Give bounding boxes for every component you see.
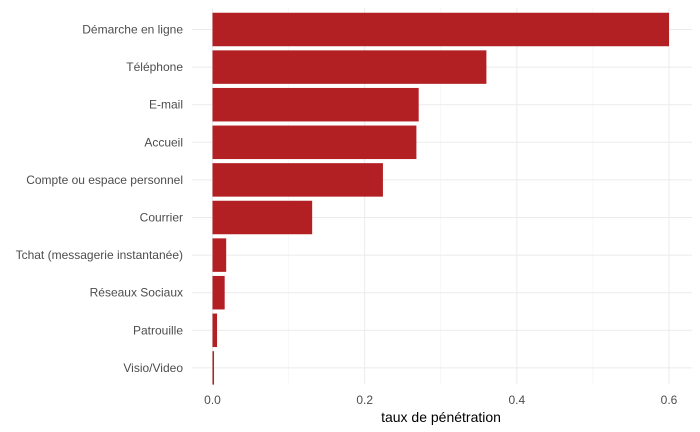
bar — [212, 87, 419, 122]
bar — [212, 313, 218, 348]
x-tick-label: 0.4 — [508, 393, 525, 407]
category-label: E-mail — [149, 98, 183, 112]
x-tick-label: 0.6 — [661, 393, 678, 407]
bars — [212, 12, 669, 385]
category-label: Téléphone — [126, 60, 183, 74]
x-tick-label: 0.0 — [204, 393, 221, 407]
bar — [212, 163, 383, 197]
x-axis-title: taux de pénétration — [381, 409, 501, 425]
category-label: Démarche en ligne — [82, 23, 183, 37]
bar — [212, 351, 215, 385]
x-tick-labels: 0.0 0.2 0.4 0.6 — [204, 393, 678, 407]
bar — [212, 125, 417, 160]
bar — [212, 50, 487, 84]
category-label: Compte ou espace personnel — [26, 173, 183, 187]
bar — [212, 275, 225, 310]
category-label: Courrier — [140, 211, 183, 225]
bar — [212, 12, 669, 47]
bar — [212, 238, 227, 272]
category-label: Patrouille — [133, 323, 183, 337]
category-label: Réseaux Sociaux — [90, 286, 183, 300]
category-labels: Démarche en ligne Téléphone E-mail Accueil C… — [16, 23, 184, 375]
x-tick-label: 0.2 — [356, 393, 373, 407]
category-label: Tchat (messagerie instantanée) — [16, 248, 183, 262]
category-label: Accueil — [144, 135, 183, 149]
bar — [212, 200, 313, 235]
category-label: Visio/Video — [123, 361, 183, 375]
